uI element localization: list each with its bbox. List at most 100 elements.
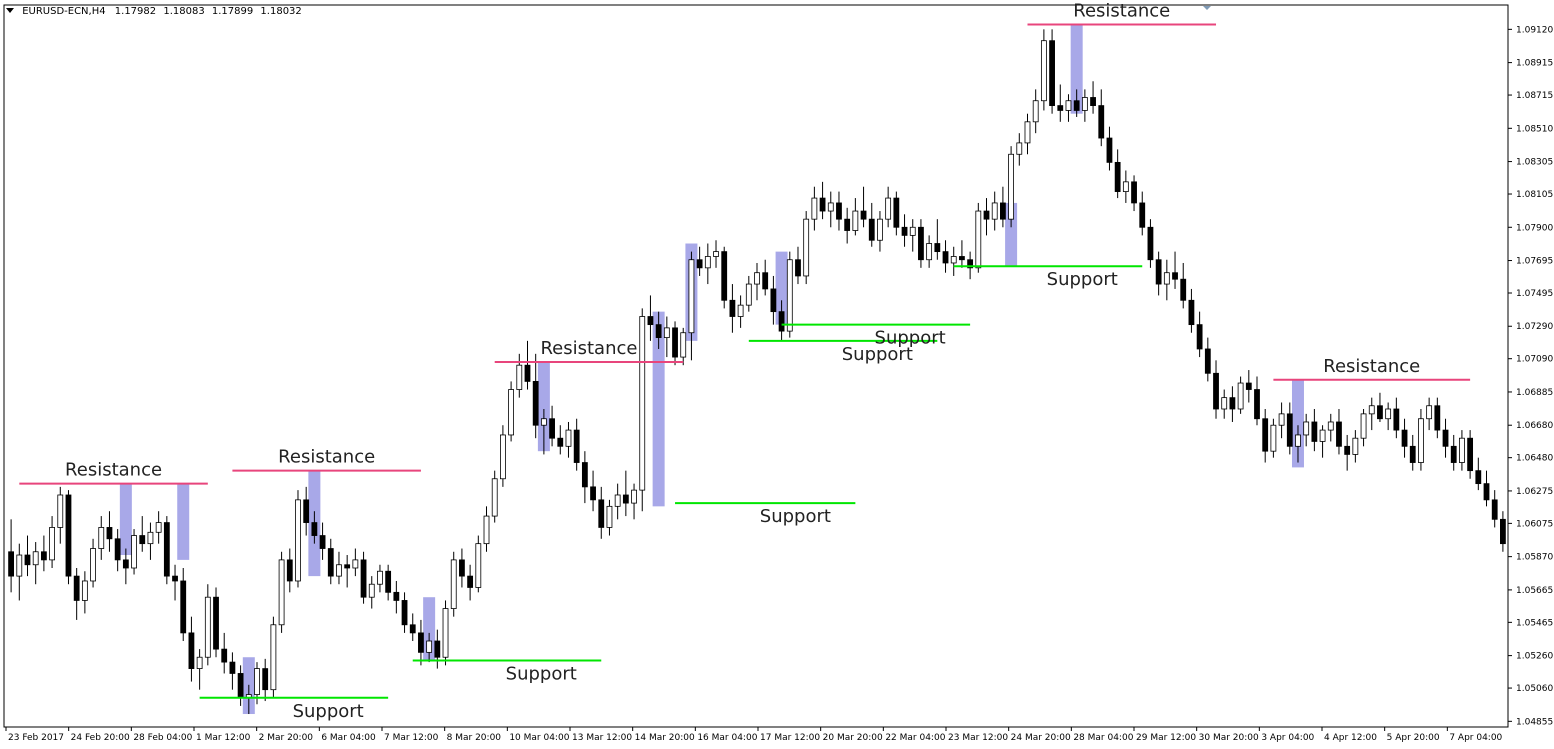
highlight-box xyxy=(1291,379,1304,468)
candle-body xyxy=(655,324,662,339)
candle-body xyxy=(901,226,908,236)
candle-body xyxy=(1442,429,1449,447)
candle-body xyxy=(549,418,555,439)
candle-body xyxy=(778,311,785,332)
candle-body xyxy=(770,288,777,313)
candle-body xyxy=(557,437,564,447)
candle-body xyxy=(204,596,211,658)
candle-body xyxy=(426,640,433,653)
x-tick-label: 24 Feb 20:00 xyxy=(71,733,130,743)
candle-body xyxy=(1221,397,1228,410)
candle-body xyxy=(163,522,170,577)
candle-body xyxy=(172,575,178,582)
candle-body xyxy=(188,632,195,669)
candle-body xyxy=(942,251,949,264)
candle-body xyxy=(721,251,728,301)
x-tick-label: 17 Mar 12:00 xyxy=(760,733,820,743)
candle-body xyxy=(524,364,531,382)
candle-body xyxy=(418,632,424,653)
candle-body xyxy=(114,538,121,561)
candle-body xyxy=(327,548,334,577)
candle-body xyxy=(303,499,310,523)
candle-body xyxy=(1032,100,1039,123)
candle-body xyxy=(1327,421,1334,431)
candle-body xyxy=(565,429,572,447)
candle-body xyxy=(336,564,342,577)
candle-body xyxy=(1155,259,1162,285)
candle-body xyxy=(754,272,760,285)
candle-body xyxy=(459,559,465,577)
candle-body xyxy=(1254,389,1260,420)
x-tick-label: 5 Apr 20:00 xyxy=(1387,733,1440,743)
y-tick-label: 1.07900 xyxy=(1516,223,1553,233)
candle-body xyxy=(81,580,88,601)
y-tick-label: 1.08105 xyxy=(1516,190,1553,200)
x-tick-label: 14 Mar 20:00 xyxy=(635,733,695,743)
candle-body xyxy=(1278,413,1285,426)
candle-body xyxy=(1385,408,1392,420)
candle-body xyxy=(729,299,736,317)
candle-body xyxy=(877,218,883,241)
candle-body xyxy=(532,381,539,426)
candle-body xyxy=(40,551,47,561)
highlight-box xyxy=(537,361,550,452)
candle-body xyxy=(90,548,96,582)
candle-body xyxy=(1073,100,1080,111)
dropdown-triangle-icon[interactable] xyxy=(6,8,14,13)
shift-marker-icon xyxy=(1203,6,1211,10)
x-tick-label: 22 Mar 04:00 xyxy=(885,733,945,743)
candle-body xyxy=(1245,382,1252,390)
candle-body xyxy=(286,559,293,582)
candle-body xyxy=(983,210,990,220)
candle-body xyxy=(1475,470,1482,485)
candle-body xyxy=(680,332,687,358)
candle-body xyxy=(1057,105,1064,111)
highlight-box xyxy=(1005,202,1018,267)
candle-body xyxy=(836,202,842,220)
x-tick-label: 23 Mar 12:00 xyxy=(948,733,1008,743)
candle-body xyxy=(442,608,449,658)
candle-body xyxy=(393,591,400,601)
candle-body xyxy=(450,559,457,609)
highlight-box xyxy=(1070,24,1083,114)
x-tick-label: 4 Apr 12:00 xyxy=(1324,733,1377,743)
ohlc-open: 1.17982 xyxy=(114,6,157,17)
candle-body xyxy=(1368,405,1375,415)
candle-body xyxy=(311,522,318,536)
y-tick-label: 1.09120 xyxy=(1516,25,1553,35)
candle-body xyxy=(1360,413,1367,439)
candle-body xyxy=(1262,418,1269,452)
chart-header: EURUSD-ECN,H4 1.17982 1.18083 1.17899 1.… xyxy=(6,6,306,20)
x-tick-label: 28 Mar 04:00 xyxy=(1073,733,1133,743)
resistance-label: Resistance xyxy=(1073,0,1170,21)
candle-body xyxy=(213,596,219,650)
candle-body xyxy=(73,575,80,601)
candle-body xyxy=(1336,421,1342,447)
candle-body xyxy=(1500,518,1506,545)
x-tick-label: 13 Mar 12:00 xyxy=(572,733,632,743)
x-tick-label: 16 Mar 04:00 xyxy=(697,733,757,743)
candle-body xyxy=(1303,421,1310,436)
y-tick-label: 1.08915 xyxy=(1516,59,1553,69)
support-label: Support xyxy=(506,663,577,684)
candle-body xyxy=(1483,483,1490,501)
candle-body xyxy=(590,486,596,501)
candle-body xyxy=(434,640,441,658)
x-tick-label: 29 Mar 12:00 xyxy=(1136,733,1196,743)
y-tick-label: 1.05870 xyxy=(1516,553,1553,563)
candle-body xyxy=(1467,437,1474,472)
candle-body xyxy=(65,494,72,577)
candle-body xyxy=(795,259,801,277)
candle-body xyxy=(57,494,64,528)
resistance-label: Resistance xyxy=(1323,356,1420,377)
candle-body xyxy=(1106,137,1113,163)
candle-body xyxy=(1196,324,1203,350)
highlight-box xyxy=(119,483,132,556)
y-tick-label: 1.07290 xyxy=(1516,322,1553,332)
candle-body xyxy=(32,551,39,566)
x-tick-label: 20 Mar 20:00 xyxy=(823,733,883,743)
ohlc-low: 1.17899 xyxy=(211,6,254,17)
candle-body xyxy=(926,243,933,261)
candle-body xyxy=(409,624,416,634)
